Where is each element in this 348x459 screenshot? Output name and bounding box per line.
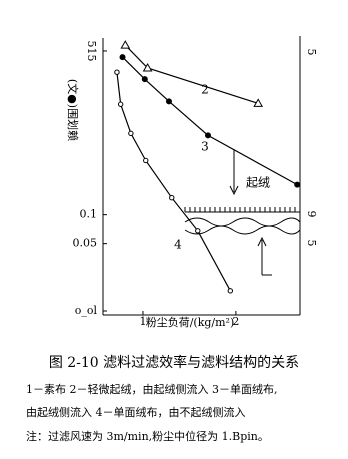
marker <box>142 62 153 72</box>
x-tick-label: 1 <box>139 315 146 328</box>
x-axis-label: 粉尘负荷/(kg/m²) <box>146 315 235 329</box>
marker <box>195 228 201 234</box>
caption-line: 1－素布 2－轻微起绒，由起绒侧流入 3－单面绒布, <box>26 382 277 396</box>
marker <box>294 181 301 188</box>
annotation: 9 <box>305 211 318 218</box>
arrow-head <box>229 185 239 196</box>
y-tick-label: 0.1 <box>80 208 98 221</box>
y-tick-label: 0.05 <box>73 237 98 250</box>
marker <box>119 54 126 61</box>
caption-line: 由起绒侧流入 4－单面绒布，由不起绒侧流入 <box>26 405 246 419</box>
inset <box>184 150 301 276</box>
marker <box>128 130 134 137</box>
axes <box>102 36 301 316</box>
marker <box>117 101 124 107</box>
arrow <box>257 236 272 276</box>
y-tick-label: o_ol <box>75 304 98 317</box>
marker <box>169 194 175 201</box>
marker <box>165 98 172 105</box>
y-axis-label: (文●)围划赖 <box>66 79 80 141</box>
annotation: 5 <box>305 49 318 56</box>
marker <box>141 76 148 83</box>
marker <box>253 98 264 107</box>
curve-label: 3 <box>201 140 209 154</box>
curve-label: 2 <box>201 83 209 97</box>
weave <box>184 217 301 227</box>
curve-label: 4 <box>174 238 182 252</box>
marker <box>143 157 149 164</box>
fibers <box>184 207 296 212</box>
annotation: 起绒 <box>246 176 270 190</box>
marker <box>120 40 131 49</box>
marker <box>114 69 120 75</box>
marker <box>227 288 234 294</box>
weave <box>184 225 301 235</box>
caption-line: 注：过滤风速为 3m/min,粉尘中位径为 1.Bpin。 <box>26 429 269 443</box>
annotation: 5 <box>305 240 318 247</box>
y-tick-label: 515 <box>85 40 98 61</box>
curve <box>124 44 259 104</box>
x-tick-label: 2 <box>232 315 239 328</box>
caption-title: 图 2-10 滤料过滤效率与滤料结构的关系 <box>49 354 299 371</box>
marker <box>205 132 212 139</box>
